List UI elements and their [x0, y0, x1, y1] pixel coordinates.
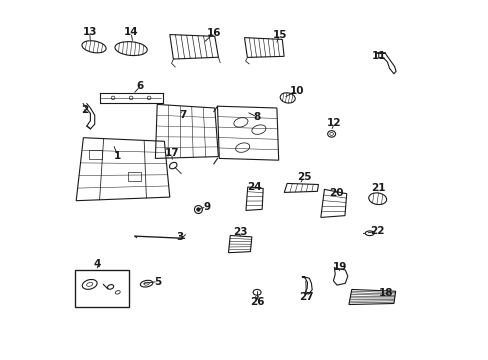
Text: 12: 12 [326, 118, 341, 129]
Text: 11: 11 [371, 51, 386, 61]
Text: 19: 19 [332, 262, 346, 272]
Text: 14: 14 [123, 27, 138, 37]
Text: 15: 15 [272, 30, 286, 40]
Text: 13: 13 [82, 27, 97, 37]
Text: 17: 17 [164, 148, 179, 158]
Text: 23: 23 [232, 227, 247, 237]
Circle shape [196, 208, 200, 211]
Bar [88, 150, 102, 159]
Bar [128, 172, 141, 181]
Text: 16: 16 [206, 28, 221, 38]
Text: 18: 18 [378, 288, 392, 298]
Text: 21: 21 [370, 183, 385, 193]
Text: 20: 20 [328, 188, 343, 198]
Text: 8: 8 [253, 112, 260, 122]
Text: 3: 3 [177, 232, 183, 242]
Text: 24: 24 [247, 182, 262, 192]
Text: 7: 7 [179, 110, 186, 120]
Text: 10: 10 [289, 86, 304, 96]
Text: 22: 22 [370, 226, 384, 236]
Text: 4: 4 [94, 258, 101, 269]
Text: 6: 6 [136, 81, 143, 91]
Text: 1: 1 [114, 150, 121, 161]
Text: 9: 9 [203, 202, 210, 212]
Text: 5: 5 [154, 276, 162, 287]
Text: 2: 2 [81, 105, 88, 115]
Bar [75, 270, 128, 307]
Text: 27: 27 [299, 292, 313, 302]
Text: 25: 25 [296, 172, 310, 183]
Text: 26: 26 [249, 297, 264, 307]
